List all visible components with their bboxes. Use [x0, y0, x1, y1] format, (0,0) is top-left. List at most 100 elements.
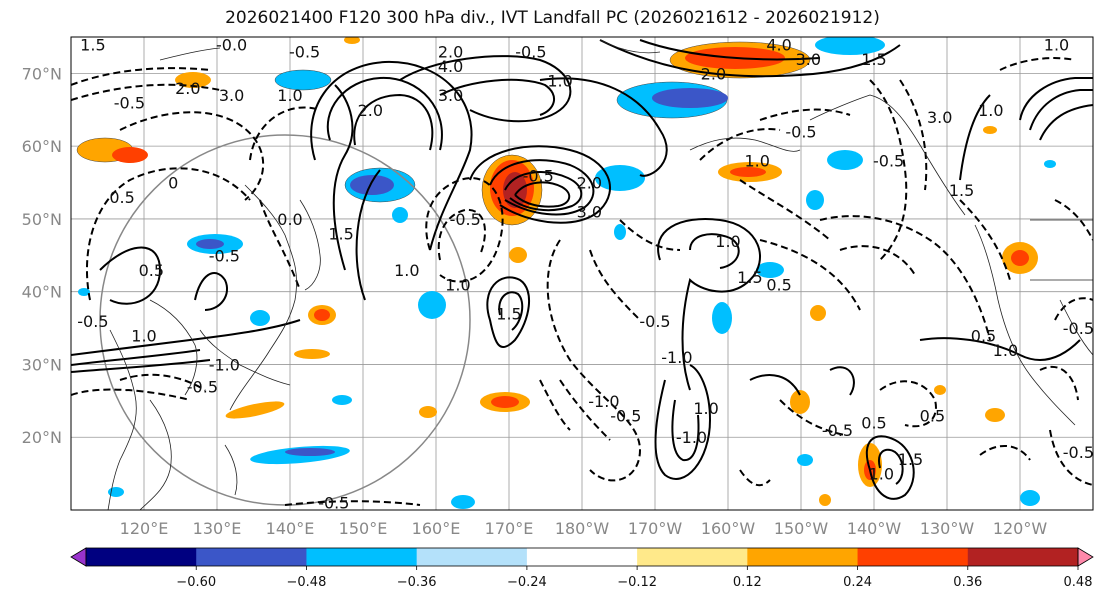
coastline — [809, 94, 966, 216]
contour-label: 3.0 — [927, 108, 952, 127]
contour-line — [489, 159, 595, 216]
pos-blob — [819, 494, 831, 506]
colorbar-segment — [967, 548, 1079, 566]
contour-line — [469, 145, 611, 224]
contour-label: 1.5 — [737, 268, 762, 287]
contour-line — [739, 179, 831, 241]
pos-blob — [294, 349, 330, 359]
contour-line — [899, 79, 928, 191]
pos-blob — [491, 396, 519, 408]
contour-label: -0.5 — [873, 152, 904, 171]
contour-label: -0.5 — [450, 210, 481, 229]
coastline — [599, 39, 661, 54]
pos-blob — [509, 247, 527, 263]
coastline — [689, 137, 801, 152]
colorbar-tick-label: −0.48 — [287, 575, 327, 590]
contour-label: 3.0 — [796, 50, 821, 69]
contour-line — [71, 319, 301, 356]
contour-line — [539, 379, 571, 431]
contour-label: 0.5 — [766, 275, 791, 294]
contour-label: -0.5 — [515, 43, 546, 62]
pos-blob — [225, 401, 285, 419]
neg-blob — [806, 190, 824, 210]
contour-line — [539, 77, 668, 177]
contour-label: -0.5 — [785, 123, 816, 142]
contour-line — [999, 57, 1076, 71]
contour-label: -0.5 — [77, 312, 108, 331]
lat-tick-label: 60°N — [22, 137, 62, 156]
contour-label: 3.0 — [219, 86, 244, 105]
contour-line — [99, 246, 162, 305]
contour-line — [779, 399, 846, 436]
contour-line — [759, 108, 851, 121]
contour-line — [119, 111, 265, 201]
neg-blob — [274, 69, 332, 91]
contour-line — [878, 448, 904, 485]
lon-tick-label: 130°E — [193, 519, 242, 538]
pos-blob — [934, 385, 946, 395]
neg-blob — [827, 150, 863, 170]
colorbar: −0.60 −0.48 −0.36 −0.24 −0.12 0.12 0.24 0.36 0.4… — [70, 547, 1094, 590]
pos-blob — [175, 72, 211, 88]
lon-tick-label: 170°E — [485, 519, 534, 538]
contour-line — [919, 337, 1081, 361]
contour-label: 1.5 — [496, 305, 521, 324]
lat-tick-label: 40°N — [22, 283, 62, 302]
contour-labels: 2.03.01.0-0.5 2.03.0-0.52.04.04.03.02.01.… — [77, 35, 1093, 513]
contour-line — [1054, 199, 1093, 241]
contour-line — [194, 272, 228, 311]
contour-line — [71, 349, 201, 366]
colorbar-segment — [747, 548, 859, 566]
contour-line — [1019, 77, 1093, 121]
contour-label: 4.0 — [766, 35, 791, 54]
colorbar-extend-max — [1077, 547, 1094, 567]
lat-tick-label: 50°N — [22, 210, 62, 229]
colorbar-segment — [637, 548, 748, 566]
pos-blob — [790, 390, 810, 414]
contour-line — [332, 84, 354, 271]
lon-tick-label: 150°W — [774, 519, 829, 538]
coastline — [107, 329, 137, 510]
contour-line — [259, 199, 301, 291]
contour-line — [739, 469, 771, 487]
contour-line — [959, 199, 1011, 281]
contour-label: 0.5 — [861, 414, 886, 433]
colorbar-tick-label: 0.36 — [953, 575, 982, 590]
contour-line — [399, 55, 572, 123]
pos-blob — [810, 305, 826, 321]
contour-label: 1.0 — [131, 326, 156, 345]
coastline — [149, 299, 198, 396]
contour-line — [619, 219, 681, 251]
colorbar-segment — [526, 548, 638, 566]
contour-line — [829, 366, 855, 396]
lon-tick-label: 180°W — [555, 519, 610, 538]
positive-contours — [71, 39, 1093, 500]
contour-line — [498, 291, 524, 331]
lat-tick-label: 20°N — [22, 428, 62, 447]
neg-blob — [712, 302, 732, 334]
lon-tick-label: 160°W — [701, 519, 756, 538]
longitude-labels: 120°E 130°E 140°E 150°E 160°E 170°E 180°W 170°W… — [120, 519, 1048, 538]
lat-tick-label: 30°N — [22, 355, 62, 374]
colorbar-tick-label: −0.12 — [617, 575, 657, 590]
contour-label: 1.0 — [693, 399, 718, 418]
lat-tick-label: 70°N — [22, 64, 62, 83]
contour-line — [504, 171, 583, 212]
neg-blob — [196, 239, 224, 249]
colorbar-tick-label: −0.24 — [507, 575, 547, 590]
map-title: 2026021400 F120 300 hPa div., IVT Landfa… — [225, 8, 880, 28]
contour-label: 0 — [168, 174, 178, 193]
colorbar-segment — [196, 548, 307, 566]
contour-line — [671, 399, 700, 462]
neg-blob — [350, 175, 394, 195]
contour-line — [284, 500, 421, 506]
contour-line — [749, 374, 801, 396]
contour-label: -0.5 — [318, 494, 349, 513]
coastline — [1059, 299, 1093, 356]
contour-label: -1.0 — [661, 348, 692, 367]
colorbar-frame — [85, 547, 1079, 567]
colorbar-tick-label: −0.36 — [397, 575, 437, 590]
contour-label: -0.5 — [114, 93, 145, 112]
contour-line — [86, 167, 251, 301]
colorbar-segment — [86, 548, 197, 566]
